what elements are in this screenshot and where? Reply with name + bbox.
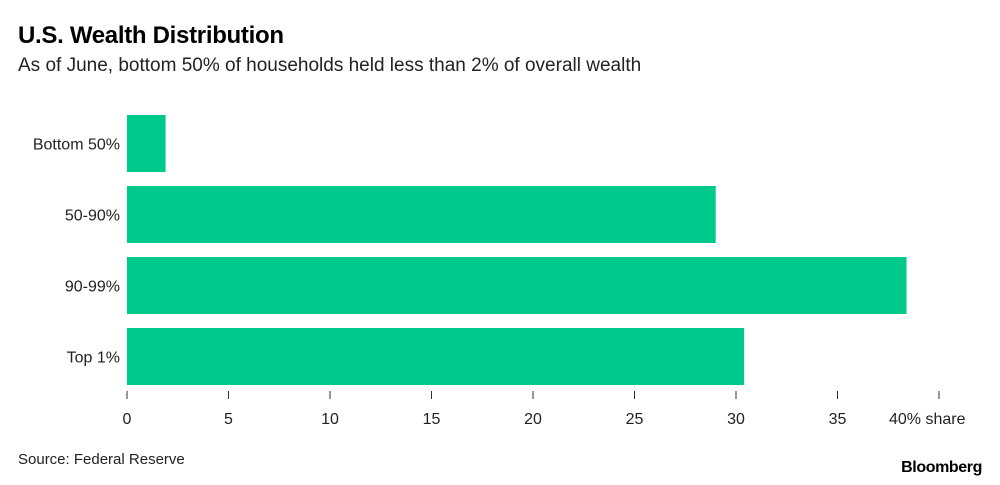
x-tick-label: 15 [423, 411, 441, 428]
bar [127, 115, 166, 172]
category-label: Top 1% [67, 350, 120, 367]
bar [127, 257, 907, 314]
chart-subtitle: As of June, bottom 50% of households hel… [18, 55, 642, 76]
x-tick-label: 0 [123, 411, 132, 428]
x-tick-label: 35 [829, 411, 847, 428]
source-note: Source: Federal Reserve [18, 451, 185, 468]
x-tick-label: 30 [727, 411, 745, 428]
brand-logo: Bloomberg [901, 459, 982, 476]
x-tick-label: 10 [321, 411, 339, 428]
chart-title: U.S. Wealth Distribution [18, 22, 284, 49]
x-tick-label: 40% share [889, 411, 966, 428]
category-label: 90-99% [65, 279, 120, 296]
bar [127, 328, 745, 385]
x-tick-label: 20 [524, 411, 542, 428]
category-label: Bottom 50% [33, 137, 120, 154]
bar [127, 186, 716, 243]
category-label: 50-90% [65, 208, 120, 225]
x-tick-label: 25 [626, 411, 644, 428]
x-tick-label: 5 [224, 411, 233, 428]
